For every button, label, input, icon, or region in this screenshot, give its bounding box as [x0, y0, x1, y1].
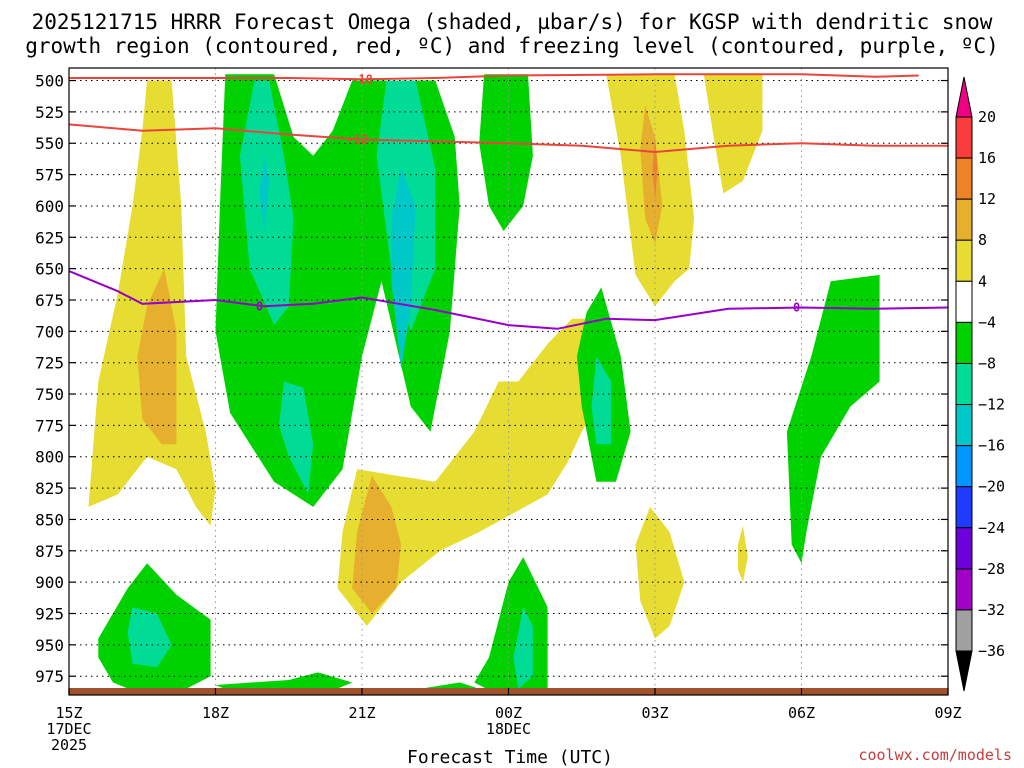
y-tick-label: 700 [35, 322, 64, 341]
x-tick-label: 09Z [934, 704, 961, 722]
y-tick-label: 825 [35, 479, 64, 498]
x-tick-label: 00Z [495, 704, 522, 722]
omega-region-2 [337, 318, 607, 626]
y-tick-label: 600 [35, 197, 64, 216]
omega-region-9 [738, 525, 748, 583]
omega-region-22 [474, 557, 548, 693]
y-tick-label: 650 [35, 260, 64, 279]
dgz-contour-1 [69, 73, 919, 81]
colorbar-label: 8 [978, 231, 987, 249]
colorbar-segment [955, 486, 973, 529]
omega-region-18 [591, 356, 612, 445]
colorbar-segment [955, 568, 973, 611]
freezing-level-label: 0 [256, 299, 263, 313]
colorbar-segment [955, 362, 973, 406]
x-tick-label: 06Z [788, 704, 815, 722]
dgz-contour-label-0: -12 [346, 132, 368, 146]
chart-title-line1: 2025121715 HRRR Forecast Omega (shaded, … [32, 10, 993, 34]
colorbar-label: 12 [978, 190, 996, 208]
y-tick-label: 575 [35, 166, 64, 185]
x-tick-label: 03Z [641, 704, 668, 722]
x-tick-label: 15Z [55, 704, 82, 722]
x-tick-label: 18Z [202, 704, 229, 722]
y-tick-label: 850 [35, 510, 64, 529]
colorbar-label: −24 [978, 519, 1005, 537]
omega-region-13 [391, 168, 416, 369]
colorbar-segment [955, 280, 973, 323]
y-tick-label: 875 [35, 542, 64, 561]
grid-layer [69, 68, 948, 695]
y-tick-label: 925 [35, 604, 64, 623]
colorbar-label: −20 [978, 478, 1005, 496]
colorbar-segment [955, 609, 973, 652]
y-tick-label: 625 [35, 228, 64, 247]
colorbar-under-triangle [955, 650, 973, 692]
y-tick-label: 525 [35, 103, 64, 122]
colorbar-label: −16 [978, 437, 1005, 455]
colorbar-segment [955, 404, 973, 447]
colorbar-segment [955, 445, 973, 488]
colorbar-label: 16 [978, 149, 996, 167]
omega-region-21 [127, 607, 172, 668]
colorbar-segment [955, 239, 973, 282]
colorbar-segment [955, 527, 973, 570]
y-tick-label: 900 [35, 573, 64, 592]
chart-title: 2025121715 HRRR Forecast Omega (shaded, … [25, 10, 999, 58]
colorbar-segment [955, 321, 973, 364]
y-tick-label: 950 [35, 636, 64, 655]
x-tick-label: 18DEC [486, 720, 531, 738]
colorbar-label: −4 [978, 313, 996, 331]
y-tick-label: 675 [35, 291, 64, 310]
x-tick-label: 2025 [51, 736, 87, 754]
colorbar-label: −36 [978, 642, 1005, 660]
freezing-level-contour [68, 270, 949, 330]
omega-region-16 [479, 74, 533, 231]
y-tick-label: 975 [35, 667, 64, 686]
colorbar-label: −8 [978, 354, 996, 372]
omega-region-7 [703, 74, 763, 194]
omega-region-15 [279, 381, 314, 495]
omega-region-3 [352, 475, 402, 614]
chart-title-line2: growth region (contoured, red, ºC) and f… [25, 34, 999, 58]
colorbar-segment [955, 116, 973, 159]
dgz-contour-0 [68, 123, 948, 154]
y-tick-label: 550 [35, 134, 64, 153]
y-tick-label: 800 [35, 448, 64, 467]
y-axis: 500 525 550 575 600 625 650 675 700 725 750 775 800 8… [35, 72, 948, 686]
omega-region-23 [513, 607, 533, 689]
omega-region-5 [640, 105, 663, 244]
omega-shading-layer [88, 74, 880, 695]
omega-region-1 [137, 268, 177, 445]
freezing-level-label-2: 0 [793, 301, 800, 315]
colorbar-segment [955, 157, 973, 200]
x-tick-label: 17DEC [46, 720, 91, 738]
colorbar: 20 16 12 8 4 −4 −8 −12 −16 −20 −24 −28 −32 −36 [955, 76, 1005, 692]
dgz-contour-label-1: -18 [351, 72, 373, 86]
colorbar-label: 4 [978, 272, 987, 290]
colorbar-label: −12 [978, 396, 1005, 414]
x-tick-label: 21Z [348, 704, 375, 722]
y-tick-label: 750 [35, 385, 64, 404]
colorbar-label: −28 [978, 560, 1005, 578]
contour-layer: -12 -18 0 0 [68, 72, 949, 330]
y-tick-label: 775 [35, 416, 64, 435]
colorbar-label: −32 [978, 601, 1005, 619]
colorbar-label: 20 [978, 108, 996, 126]
credit-text: coolwx.com/models [858, 746, 1012, 764]
y-tick-label: 725 [35, 354, 64, 373]
y-tick-label: 500 [35, 72, 64, 91]
x-axis-label: Forecast Time (UTC) [407, 747, 613, 768]
omega-region-8 [635, 506, 685, 639]
colorbar-segment [955, 198, 973, 241]
colorbar-over-triangle [955, 76, 973, 118]
omega-region-19 [786, 274, 880, 564]
